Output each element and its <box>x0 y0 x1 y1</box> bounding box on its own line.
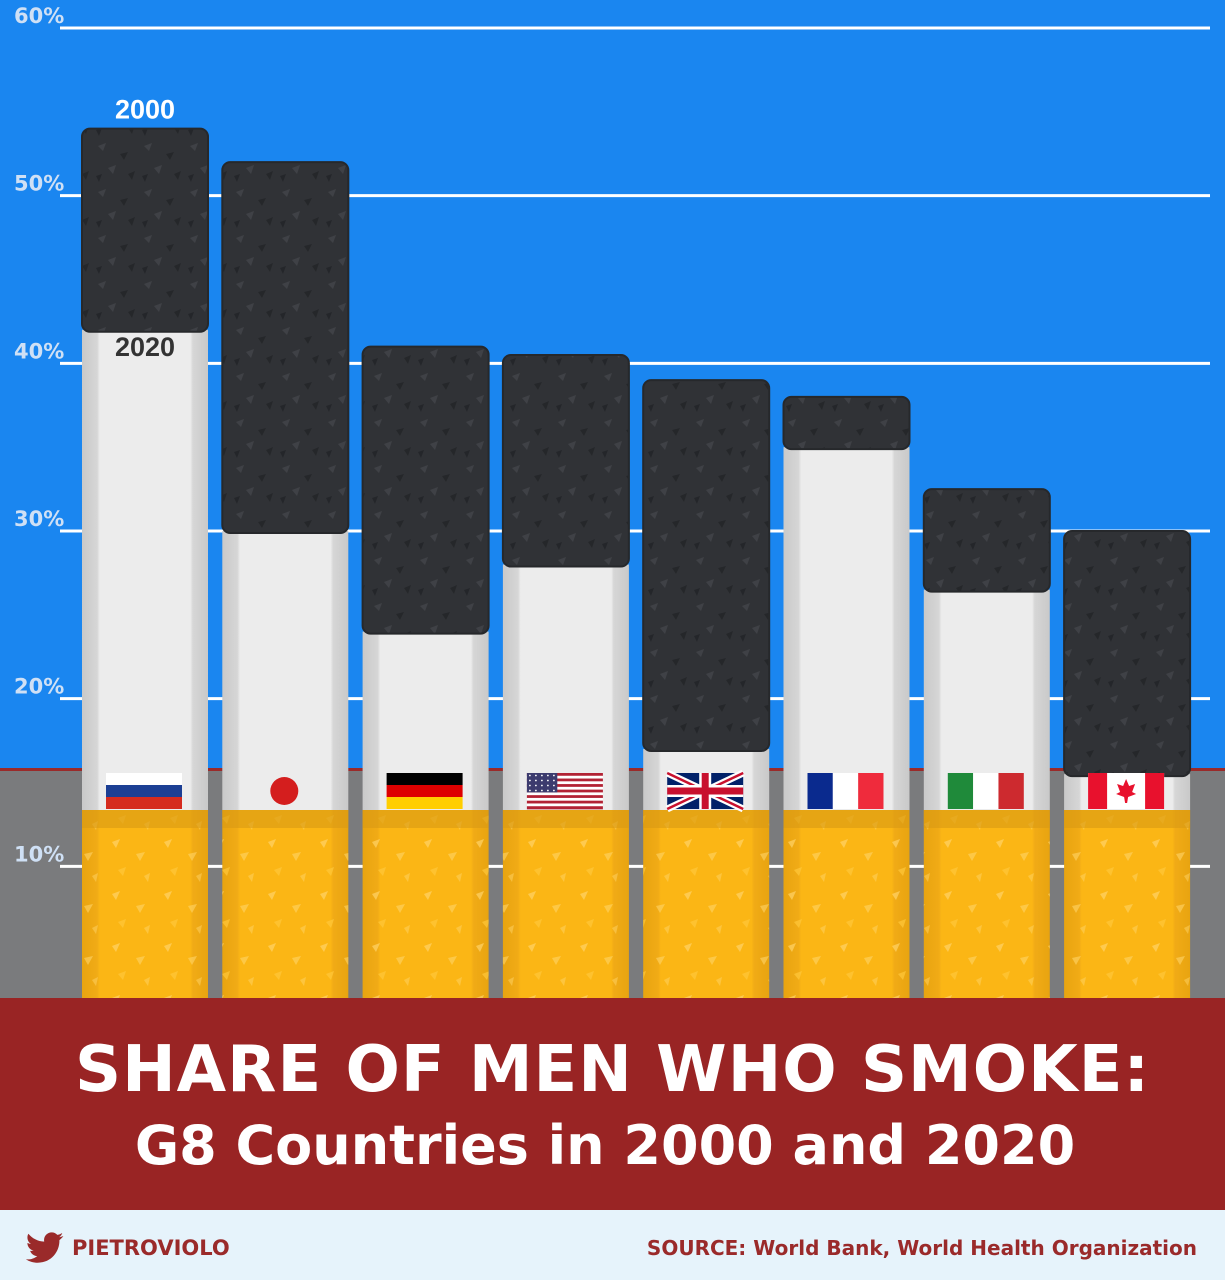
flag-germany-icon <box>386 773 463 809</box>
flag-uk-icon <box>665 769 745 813</box>
bar-filter-band <box>643 810 770 828</box>
bar-group <box>221 161 350 998</box>
series-label-2020: 2020 <box>115 332 175 362</box>
bar-filter-texture <box>82 810 208 998</box>
bar-2000 <box>502 354 629 567</box>
flag-italy-icon <box>947 773 1024 809</box>
y-tick-label: 30% <box>14 507 64 531</box>
bar-group <box>81 127 209 998</box>
bar-group <box>642 379 771 998</box>
bar-2000-outline <box>782 395 911 451</box>
bar-2020 <box>502 564 629 810</box>
bar-filter-texture <box>643 810 770 998</box>
bar-2000-outline <box>922 488 1051 593</box>
bar-2000 <box>643 380 770 751</box>
bar-group <box>361 345 490 998</box>
chart-title: SHARE OF MEN WHO SMOKE: <box>74 1033 1151 1107</box>
bar-filter-texture <box>783 810 910 998</box>
bar-2020 <box>82 329 208 810</box>
bar-2000 <box>923 489 1050 592</box>
bar-2020 <box>783 447 910 810</box>
twitter-icon[interactable] <box>26 1232 64 1264</box>
y-tick-label: 10% <box>14 842 64 866</box>
y-tick-label: 50% <box>14 172 64 196</box>
bar-group <box>1063 530 1192 998</box>
bar-2000 <box>82 128 208 332</box>
bar-2000-outline <box>501 353 630 568</box>
bar-filter-texture <box>923 810 1050 998</box>
title-band <box>0 998 1225 1210</box>
bar-2000-outline <box>361 345 490 635</box>
bar-2000 <box>362 346 489 634</box>
year-labels: 2000 2020 <box>115 95 175 362</box>
y-tick-label: 60% <box>14 4 64 28</box>
bar-filter-band <box>222 810 349 828</box>
author-handle[interactable]: PIETROVIOLO <box>72 1236 230 1260</box>
bar-filter-texture <box>362 810 489 998</box>
bar-filter-texture <box>222 810 349 998</box>
bar-filter-band <box>82 810 208 828</box>
bar-group <box>782 395 911 998</box>
y-tick-label: 20% <box>14 675 64 699</box>
chart-subtitle: G8 Countries in 2000 and 2020 <box>134 1114 1076 1177</box>
bar-2000 <box>1064 531 1191 777</box>
footer <box>0 1210 1225 1280</box>
bar-2000-outline <box>81 127 209 333</box>
bar-filter-band <box>783 810 910 828</box>
bar-group <box>922 488 1051 998</box>
bar-2000 <box>783 396 910 450</box>
flag-japan-icon <box>256 773 313 809</box>
bar-2000 <box>222 162 349 533</box>
bar-group <box>501 353 630 998</box>
bar-filter-band <box>1064 810 1191 828</box>
series-label-2000: 2000 <box>115 95 175 125</box>
bar-filter-texture <box>502 810 629 998</box>
flag-canada-icon <box>1088 773 1165 809</box>
chart-canvas: 10% 20% 30% 40% 50% 60% 2000 2020 <box>0 0 1225 1000</box>
source-note: SOURCE: World Bank, World Health Organiz… <box>646 1236 1197 1260</box>
bar-2000-outline <box>221 161 350 534</box>
bar-2020 <box>222 531 349 810</box>
bar-filter-texture <box>1064 810 1191 998</box>
flag-france-icon <box>807 773 884 809</box>
bar-2000-outline <box>642 379 771 752</box>
bars <box>81 127 1192 998</box>
flag-usa-icon <box>526 773 603 810</box>
flag-russia-icon <box>106 773 182 809</box>
y-tick-label: 40% <box>14 339 64 363</box>
bar-filter-band <box>362 810 489 828</box>
bar-filter-band <box>502 810 629 828</box>
bar-filter-band <box>923 810 1050 828</box>
